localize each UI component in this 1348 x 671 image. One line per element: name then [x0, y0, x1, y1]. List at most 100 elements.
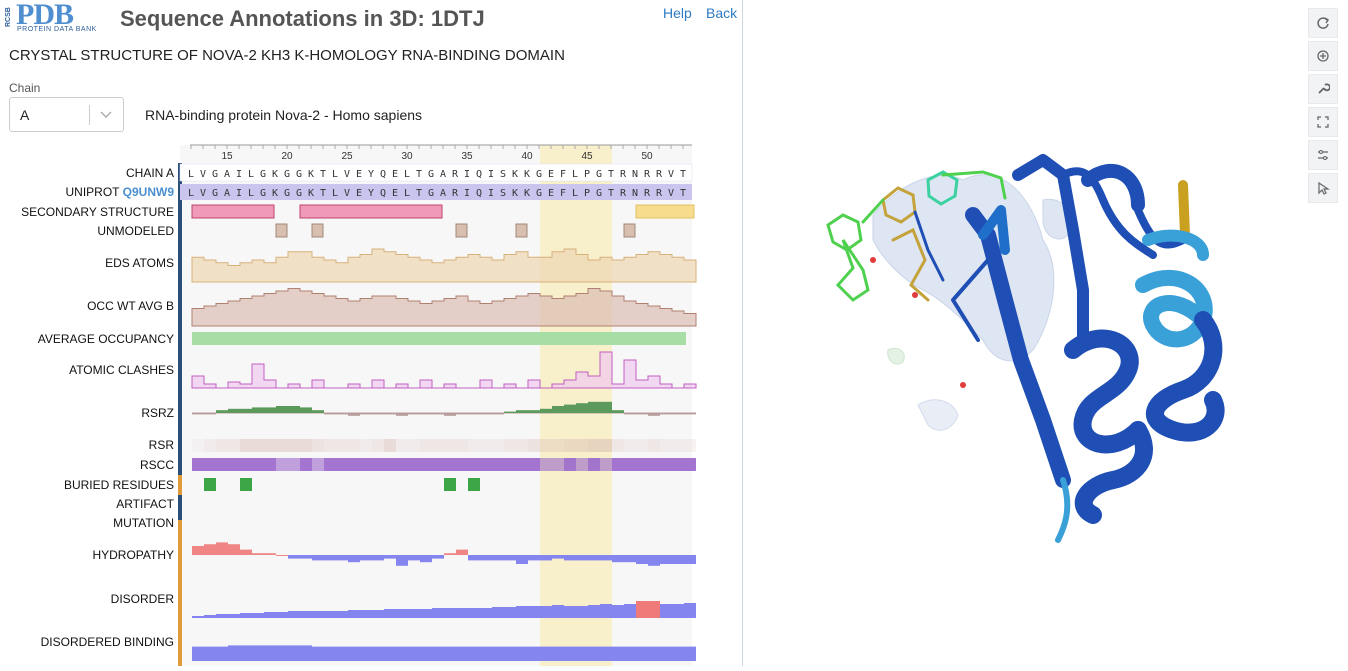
uniprot-residue: S — [500, 188, 506, 199]
chain-residue: L — [404, 169, 410, 180]
chain-residue: I — [488, 169, 494, 180]
chain-residue: K — [524, 169, 530, 180]
rsr-cell — [384, 439, 396, 452]
uniprot-id-link[interactable]: Q9UNW9 — [122, 185, 174, 199]
rscc-cell — [504, 458, 516, 471]
chain-residue: G — [428, 169, 434, 180]
chain-residue: N — [632, 169, 638, 180]
rotate-icon[interactable] — [1308, 8, 1338, 38]
help-link[interactable]: Help — [663, 5, 692, 21]
category-bar-structure — [178, 163, 182, 520]
hydropathy-bar — [324, 555, 336, 561]
rsrz-bar — [576, 403, 588, 413]
disordered-binding-bar — [360, 646, 372, 661]
chain-residue: A — [224, 169, 230, 180]
disorder-bar — [576, 606, 588, 618]
rsrz-bar — [612, 410, 624, 413]
rsrz-bar — [672, 413, 684, 415]
rsrz-bar — [276, 406, 288, 413]
hydropathy-bar — [264, 553, 276, 555]
unmodeled-residue — [515, 223, 528, 238]
hydropathy-bar — [240, 549, 252, 555]
rsrz-bar — [480, 413, 492, 415]
hydropathy-bar — [276, 555, 288, 556]
track-label-disorder: DISORDER — [110, 592, 174, 606]
viewer-toolbar — [1308, 8, 1340, 206]
chain-residue: G — [212, 169, 218, 180]
rscc-cell — [264, 458, 276, 471]
rscc-cell — [480, 458, 492, 471]
chain-residue: G — [596, 169, 602, 180]
rsr-cell — [648, 439, 660, 452]
disordered-binding-bar — [384, 646, 396, 661]
disorder-bar — [516, 606, 528, 618]
rscc-cell — [516, 458, 528, 471]
track-label-buried-residues: BURIED RESIDUES — [63, 478, 174, 492]
disordered-binding-bar — [540, 646, 552, 661]
rscc-cell — [348, 458, 360, 471]
disordered-binding-bar — [660, 646, 672, 661]
rcsb-pdb-logo[interactable]: RCSB PDB PROTEIN DATA BANK — [2, 0, 112, 33]
cursor-icon[interactable] — [1308, 173, 1338, 203]
protein-3d-structure[interactable] — [743, 0, 1348, 666]
rsrz-bar — [300, 407, 312, 413]
settings-icon[interactable] — [1308, 140, 1338, 170]
uniprot-residue: E — [392, 188, 398, 199]
hydropathy-bar — [420, 555, 432, 563]
chain-residue: R — [452, 169, 459, 180]
disordered-binding-bar — [468, 646, 480, 661]
chain-residue: I — [464, 169, 470, 180]
uniprot-residue: T — [320, 188, 326, 199]
rsr-cell — [252, 439, 264, 452]
disordered-binding-bar — [324, 646, 336, 661]
hydropathy-bar — [204, 544, 216, 555]
disordered-binding-bar — [552, 646, 564, 661]
rscc-cell — [324, 458, 336, 471]
reset-icon[interactable] — [1308, 41, 1338, 71]
rsr-cell — [276, 439, 288, 452]
chain-residue: T — [608, 169, 614, 180]
feature-viewer[interactable]: 15 20 25 30 35 40 45 50LLVVGGAAIILLGGKKGGGGKKTT… — [0, 0, 742, 666]
disorder-bar — [324, 611, 336, 618]
chain-residue: L — [572, 169, 578, 180]
rsrz-bar — [600, 401, 612, 413]
logo-main-text: PDB — [16, 0, 74, 31]
molecular-viewer[interactable] — [743, 0, 1348, 666]
chain-residue: I — [236, 169, 242, 180]
hydropathy-bar — [360, 555, 372, 561]
disorder-bar — [192, 616, 204, 618]
uniprot-residue: I — [236, 188, 242, 199]
hydropathy-bar — [528, 555, 540, 561]
uniprot-residue: G — [284, 188, 290, 199]
rscc-cell — [240, 458, 252, 471]
rscc-cell — [648, 458, 660, 471]
disorder-bar — [612, 605, 624, 618]
back-link[interactable]: Back — [706, 5, 738, 21]
uniprot-residue: G — [212, 188, 218, 199]
protein-description: RNA-binding protein Nova-2 - Homo sapien… — [145, 107, 423, 123]
chain-residue: P — [584, 169, 590, 180]
panel-divider[interactable] — [742, 0, 743, 666]
uniprot-residue: L — [188, 188, 194, 199]
rscc-cell — [408, 458, 420, 471]
rscc-cell — [396, 458, 408, 471]
expand-icon[interactable] — [1308, 107, 1338, 137]
uniprot-residue: I — [488, 188, 494, 199]
disordered-binding-bar — [264, 645, 276, 661]
rsrz-bar — [336, 413, 348, 415]
rscc-cell — [600, 458, 612, 471]
disorder-bar — [312, 611, 324, 618]
rscc-cell — [420, 458, 432, 471]
chain-residue: F — [560, 169, 566, 180]
track-label-chain: CHAIN A — [125, 166, 174, 180]
rsr-cell — [216, 439, 228, 452]
disordered-binding-bar — [348, 646, 360, 661]
wrench-icon[interactable] — [1308, 74, 1338, 104]
secondary-structure-strand — [635, 204, 695, 219]
disorder-bar — [540, 606, 552, 618]
rscc-cell — [564, 458, 576, 471]
disorder-bar — [504, 607, 516, 618]
disordered-binding-bar — [480, 646, 492, 661]
rsr-cell — [612, 439, 624, 452]
chain-select[interactable]: A — [9, 97, 124, 132]
